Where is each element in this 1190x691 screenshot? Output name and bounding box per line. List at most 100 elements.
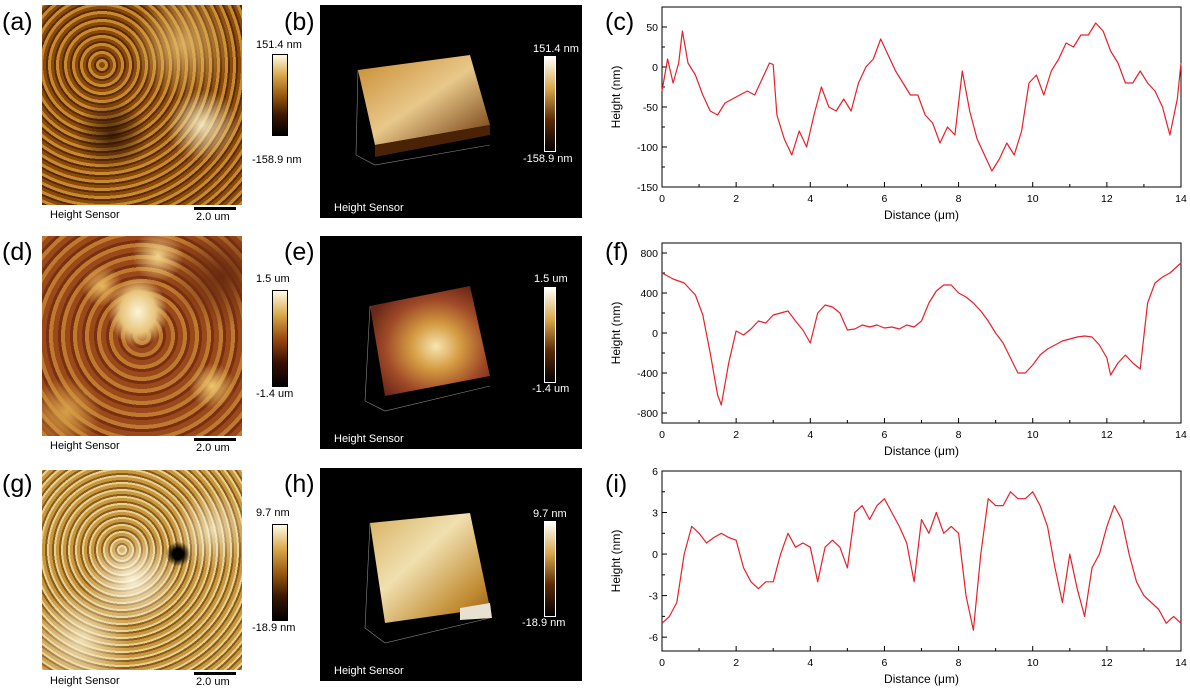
colorbar-max-d: 1.5 um (256, 273, 290, 285)
y-tick-label: 0 (652, 549, 658, 561)
x-tick-label: 0 (659, 429, 665, 441)
colorbar-min-g: -18.9 nm (252, 622, 296, 634)
x-tick-label: 0 (659, 657, 665, 669)
plot-frame (661, 470, 1182, 652)
x-tick-label: 10 (1027, 193, 1039, 205)
y-axis-label: Height (nm) (609, 530, 623, 593)
height-profile-line (661, 22, 1182, 172)
x-tick-label: 8 (956, 657, 962, 669)
x-tick-label: 6 (882, 193, 888, 205)
y-tick-label: -150 (637, 182, 658, 194)
y-tick-label: 800 (640, 248, 658, 260)
line-profile-chart-c: 0 2 4 6 8 10 12 14 -150 -100 -50 0 50 Distance (μm) He… (609, 6, 1187, 222)
height-sensor-label-d: Height Sensor (50, 440, 120, 452)
x-tick-label: 4 (807, 429, 813, 441)
height-sensor-label-b: Height Sensor (334, 202, 404, 214)
panel-letter-c: (c) (605, 8, 635, 36)
height-sensor-label-g: Height Sensor (50, 675, 120, 687)
plot-frame (661, 6, 1182, 188)
scale-bar-label-d: 2.0 um (196, 442, 230, 454)
x-tick-label: 2 (733, 193, 739, 205)
x-axis-label: Distance (μm) (884, 208, 959, 222)
y-tick-label: 6 (652, 466, 658, 478)
afm-height-image-d (42, 236, 242, 436)
x-tick-label: 8 (956, 429, 962, 441)
panel-letter-d: (d) (2, 238, 33, 266)
x-tick-label: 6 (882, 429, 888, 441)
y-tick-label: -3 (649, 591, 658, 603)
x-tick-label: 2 (733, 657, 739, 669)
height-sensor-label-a: Height Sensor (50, 209, 120, 221)
colorbar-max-g: 9.7 nm (256, 507, 290, 519)
colorbar-e (544, 287, 556, 383)
x-tick-label: 12 (1101, 429, 1113, 441)
x-tick-label: 12 (1101, 193, 1113, 205)
y-axis-label: Height (nm) (609, 302, 623, 365)
afm-3d-surface-h (364, 513, 492, 644)
x-tick-label: 6 (882, 657, 888, 669)
y-tick-label: 0 (652, 62, 658, 74)
y-tick-label: 0 (652, 328, 658, 340)
y-tick-label: -6 (649, 632, 658, 644)
x-axis-label: Distance (μm) (884, 444, 959, 458)
colorbar-max-h: 9.7 nm (533, 508, 567, 520)
colorbar-max-a: 151.4 nm (256, 39, 302, 51)
scale-bar-a (194, 207, 236, 210)
y-tick-label: -400 (637, 368, 658, 380)
panel-letter-a: (a) (2, 8, 33, 36)
colorbar-g (272, 524, 288, 621)
colorbar-min-e: -1.4 um (532, 383, 570, 395)
colorbar-a (272, 54, 288, 136)
scale-bar-label-a: 2.0 um (196, 211, 230, 223)
colorbar-b (544, 56, 556, 152)
colorbar-max-e: 1.5 um (534, 273, 568, 285)
panel-letter-g: (g) (2, 470, 33, 498)
x-tick-label: 14 (1175, 193, 1187, 205)
height-profile-line (661, 491, 1182, 631)
afm-3d-surface-e (364, 286, 491, 412)
x-tick-label: 14 (1175, 429, 1187, 441)
colorbar-h (544, 521, 556, 617)
afm-3d-view-h (320, 468, 582, 681)
colorbar-min-h: -18.9 nm (522, 617, 566, 629)
x-tick-label: 10 (1027, 429, 1039, 441)
y-tick-label: 3 (652, 508, 658, 520)
height-profile-line (661, 262, 1182, 406)
x-tick-label: 4 (807, 193, 813, 205)
x-tick-label: 2 (733, 429, 739, 441)
panel-letter-i: (i) (605, 470, 628, 498)
line-profile-chart-f: 0 2 4 6 8 10 12 14 -800 -400 0 400 800 Distance (μm) H… (609, 242, 1187, 458)
x-tick-label: 10 (1027, 657, 1039, 669)
x-tick-label: 0 (659, 193, 665, 205)
x-tick-label: 8 (956, 193, 962, 205)
y-tick-label: 50 (646, 22, 658, 34)
panel-letter-f: (f) (605, 238, 629, 266)
scale-bar-g (194, 672, 236, 675)
afm-3d-view-e (320, 236, 582, 449)
colorbar-min-b: -158.9 nm (523, 153, 573, 165)
scale-bar-d (194, 438, 236, 441)
y-tick-label: -50 (643, 102, 658, 114)
afm-height-image-g (42, 470, 242, 670)
afm-3d-surface-b (355, 55, 491, 166)
afm-3d-view-b (320, 5, 582, 218)
panel-letter-e: (e) (284, 238, 315, 266)
scale-bar-label-g: 2.0 um (196, 676, 230, 688)
colorbar-min-a: -158.9 nm (252, 154, 302, 166)
y-axis-label: Height (nm) (609, 66, 623, 129)
y-tick-label: 400 (640, 288, 658, 300)
colorbar-min-d: -1.4 um (256, 388, 294, 400)
y-tick-label: -100 (637, 142, 658, 154)
afm-height-image-a (42, 5, 242, 205)
colorbar-d (272, 290, 288, 387)
colorbar-max-b: 151.4 nm (533, 43, 579, 55)
height-sensor-label-h: Height Sensor (334, 665, 404, 677)
line-profile-chart-i: 0 2 4 6 8 10 12 14 -6 -3 0 3 6 Distance (μm) Height (n… (609, 466, 1187, 686)
panel-letter-b: (b) (284, 8, 315, 36)
x-tick-label: 12 (1101, 657, 1113, 669)
x-tick-label: 14 (1175, 657, 1187, 669)
x-axis-label: Distance (μm) (884, 672, 959, 686)
panel-letter-h: (h) (284, 470, 315, 498)
x-tick-label: 4 (807, 657, 813, 669)
height-sensor-label-e: Height Sensor (334, 433, 404, 445)
